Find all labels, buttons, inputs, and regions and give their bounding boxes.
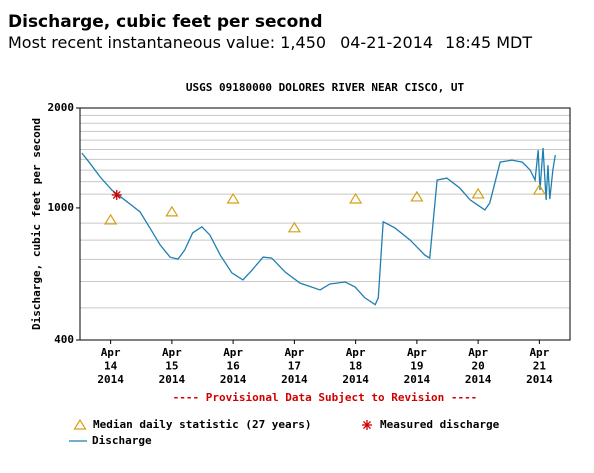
x-tick-label: 2014 — [526, 373, 553, 386]
x-tick-label: Apr — [407, 346, 427, 359]
x-tick-label: Apr — [468, 346, 488, 359]
chart-title: USGS 09180000 DOLORES RIVER NEAR CISCO, … — [186, 81, 465, 94]
x-tick-label: 2014 — [159, 373, 186, 386]
legend-label: Measured discharge — [380, 418, 500, 431]
x-tick-label: 2014 — [465, 373, 492, 386]
recent-value: 1,450 — [280, 33, 326, 52]
x-tick-label: Apr — [284, 346, 304, 359]
legend-symbol — [73, 418, 87, 430]
median-point — [104, 213, 118, 225]
median-point — [165, 205, 179, 217]
legend-label: Median daily statistic (27 years) — [93, 418, 312, 431]
median-point — [532, 183, 546, 195]
median-point — [410, 190, 424, 202]
x-tick-label: 2014 — [97, 373, 124, 386]
median-point — [287, 221, 301, 233]
x-tick-label: Apr — [529, 346, 549, 359]
y-tick-label: 400 — [54, 333, 74, 346]
median-point — [226, 192, 240, 204]
x-tick-label: 15 — [165, 360, 178, 373]
x-tick-label: 2014 — [281, 373, 308, 386]
x-tick-label: 17 — [288, 360, 301, 373]
x-tick-label: Apr — [162, 346, 182, 359]
x-tick-label: 2014 — [404, 373, 431, 386]
x-tick-label: Apr — [346, 346, 366, 359]
x-tick-label: 2014 — [220, 373, 247, 386]
x-tick-label: Apr — [101, 346, 121, 359]
y-axis-label: Discharge, cubic feet per second — [30, 118, 43, 330]
y-tick-label: 1000 — [48, 201, 75, 214]
y-tick-label: 2000 — [48, 101, 75, 114]
measured-point — [362, 420, 372, 430]
x-tick-label: 16 — [227, 360, 241, 373]
header-recent: Most recent instantaneous value: 1,450 04… — [8, 33, 532, 52]
asterisk-stroke — [112, 190, 121, 199]
recent-label: Most recent instantaneous value: — [8, 33, 275, 52]
median-point — [349, 192, 363, 204]
plot-frame — [79, 107, 571, 341]
measured-point — [111, 189, 122, 200]
x-tick-label: 21 — [533, 360, 547, 373]
x-tick-label: 19 — [410, 360, 423, 373]
legend-label: Discharge — [92, 434, 152, 447]
x-tick-label: 18 — [349, 360, 362, 373]
recent-date: 04-21-2014 — [340, 33, 433, 52]
recent-time: 18:45 MDT — [445, 33, 532, 52]
discharge-line — [81, 147, 556, 306]
median-point — [471, 187, 485, 199]
x-tick-label: Apr — [223, 346, 243, 359]
provisional-note: ---- Provisional Data Subject to Revisio… — [173, 391, 478, 404]
header-title: Discharge, cubic feet per second — [8, 12, 323, 32]
x-tick-label: 2014 — [342, 373, 369, 386]
asterisk-stroke — [363, 421, 371, 429]
x-tick-label: 14 — [104, 360, 118, 373]
x-tick-label: 20 — [472, 360, 485, 373]
